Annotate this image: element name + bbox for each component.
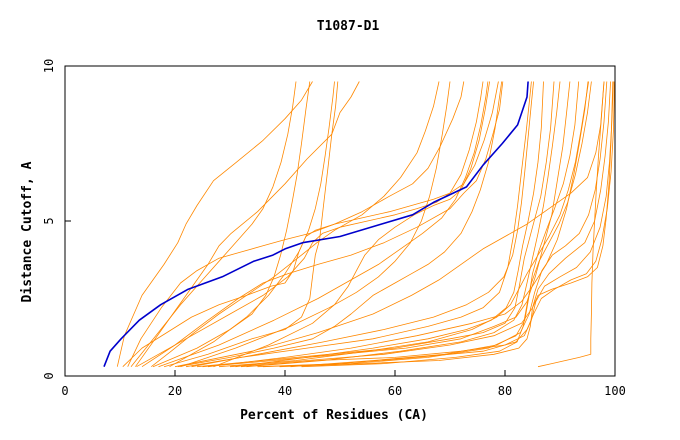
series-line-1 — [135, 81, 360, 367]
series-line-21 — [122, 81, 499, 367]
series-line-27 — [180, 81, 451, 368]
series-line-18 — [158, 81, 489, 368]
series-line-32 — [301, 81, 592, 368]
series-line-19 — [136, 81, 484, 368]
series-line-4 — [151, 81, 440, 368]
series-line-17 — [279, 81, 614, 368]
x-tick-label-5: 100 — [604, 384, 626, 398]
x-axis-label: Percent of Residues (CA) — [240, 408, 428, 423]
y-tick-label-2: 10 — [42, 59, 56, 73]
series-line-25 — [152, 81, 311, 368]
x-tick-label-2: 40 — [278, 384, 292, 398]
plot-lines — [103, 81, 615, 368]
highlight-series-line — [103, 81, 529, 367]
series-line-23 — [235, 81, 544, 368]
series-line-13 — [229, 81, 611, 368]
series-line-2 — [116, 81, 313, 367]
series-line-6 — [163, 81, 339, 368]
x-tick-label-0: 0 — [61, 384, 68, 398]
series-line-22 — [213, 81, 490, 368]
y-tick-label-1: 5 — [42, 217, 56, 224]
series-line-20 — [191, 81, 534, 368]
series-line-9 — [196, 81, 555, 368]
series-line-31 — [290, 81, 608, 368]
series-line-15 — [257, 81, 615, 368]
series-line-11 — [207, 81, 589, 368]
y-axis-label: Distance Cutoff, A — [20, 161, 35, 302]
x-tick-label-4: 80 — [498, 384, 512, 398]
series-line-28 — [246, 81, 561, 368]
chart-title: T1087-D1 — [317, 19, 380, 34]
series-line-26 — [169, 81, 335, 368]
series-line-29 — [262, 81, 580, 368]
series-line-14 — [240, 81, 614, 368]
x-tick-label-3: 60 — [388, 384, 402, 398]
series-line-12 — [174, 81, 605, 368]
x-tick-label-1: 20 — [168, 384, 182, 398]
series-line-5 — [141, 81, 504, 368]
series-line-24 — [537, 81, 605, 368]
series-line-30 — [130, 81, 297, 367]
series-line-7 — [177, 81, 503, 368]
x-axis: 0 20 40 60 80 100 — [61, 370, 626, 398]
y-tick-label-0: 0 — [42, 372, 56, 379]
series-line-8 — [185, 81, 532, 368]
series-line-16 — [218, 81, 589, 368]
y-axis: 0 5 10 — [42, 59, 71, 380]
